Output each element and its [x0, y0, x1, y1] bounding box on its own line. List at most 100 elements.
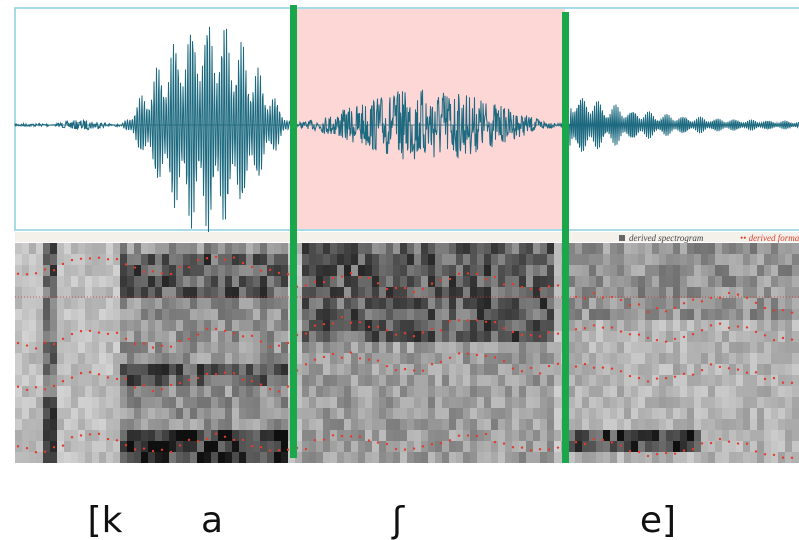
spectrogram-cell: [659, 309, 667, 321]
spectrogram-cell: [120, 342, 128, 354]
spectrogram-cell: [337, 408, 345, 420]
spectrogram-cell: [211, 397, 219, 409]
spectrogram-cell: [323, 254, 331, 266]
formant-dot: [160, 388, 164, 391]
spectrogram-cell: [736, 430, 744, 442]
formant-dot: [124, 337, 128, 341]
spectrogram-cell: [463, 375, 471, 387]
formant-dot: [205, 327, 209, 330]
spectrogram-cell: [778, 430, 786, 442]
formant-dot: [214, 327, 218, 331]
spectrogram-cell: [652, 243, 660, 255]
spectrogram-cell: [505, 419, 513, 431]
spectrogram-cell: [568, 441, 576, 453]
spectrogram-cell: [554, 452, 562, 463]
spectrogram-cell: [736, 364, 744, 376]
spectrogram-cell: [197, 287, 205, 299]
spectrogram-cell: [589, 320, 597, 332]
spectrogram-cell: [169, 408, 177, 420]
spectrogram-cell: [778, 364, 786, 376]
spectrogram-cell: [785, 375, 793, 387]
spectrogram-cell: [330, 331, 338, 343]
spectrogram-cell: [309, 320, 317, 332]
spectrogram-cell: [344, 298, 352, 310]
spectrogram-cell: [477, 441, 485, 453]
formant-dot: [376, 325, 380, 328]
spectrogram-cell: [15, 430, 23, 442]
spectrogram-cell: [694, 375, 702, 387]
spectrogram-cell: [64, 430, 72, 442]
spectrogram-cell: [624, 287, 632, 299]
spectrogram-cell: [659, 353, 667, 365]
spectrogram-cell: [421, 342, 429, 354]
spectrogram-cell: [85, 276, 93, 288]
spectrogram-cell: [120, 276, 128, 288]
spectrogram-cell: [645, 441, 653, 453]
spectrogram-cell: [617, 243, 625, 255]
spectrogram-cell: [470, 430, 478, 442]
spectrogram-cell: [589, 342, 597, 354]
spectrogram-cell: [351, 397, 359, 409]
formant-dot: [790, 456, 794, 460]
spectrogram-cell: [659, 408, 667, 420]
formant-dot: [619, 444, 623, 447]
spectrogram-cell: [736, 243, 744, 255]
spectrogram-cell: [386, 375, 394, 387]
spectrogram-cell: [582, 243, 590, 255]
spectrogram-cell: [309, 397, 317, 409]
spectrogram-cell: [687, 265, 695, 277]
formant-dot: [511, 446, 515, 449]
spectrogram-cell: [309, 364, 317, 376]
spectrogram-cell: [113, 342, 121, 354]
spectrogram-cell: [43, 254, 51, 266]
spectrogram-cell: [176, 441, 184, 453]
spectrogram-cell: [232, 287, 240, 299]
spectrogram-cell: [197, 441, 205, 453]
spectrogram-cell: [232, 408, 240, 420]
spectrogram-cell: [379, 243, 387, 255]
spectrogram-cell: [92, 342, 100, 354]
spectrogram-cell: [211, 287, 219, 299]
spectrogram-cell: [169, 287, 177, 299]
spectrogram-cell: [113, 375, 121, 387]
formant-dot: [547, 285, 551, 288]
spectrogram-cell: [554, 386, 562, 398]
spectrogram-cell: [645, 331, 653, 343]
spectrogram-cell: [596, 309, 604, 321]
spectrogram-cell: [232, 364, 240, 376]
spectrogram-cell: [498, 364, 506, 376]
spectrogram-cell: [512, 386, 520, 398]
spectrogram-cell: [127, 243, 135, 255]
formant-dot: [628, 449, 632, 453]
spectrogram-cell: [792, 386, 799, 398]
spectrogram-cell: [78, 331, 86, 343]
formant-dot: [601, 366, 605, 369]
spectrogram-cell: [757, 342, 765, 354]
spectrogram-cell: [337, 397, 345, 409]
spectrogram-cell: [50, 254, 58, 266]
spectrogram-cell: [358, 320, 366, 332]
formant-dot: [727, 291, 731, 295]
spectrogram-cell: [715, 452, 723, 463]
spectrogram-cell: [512, 265, 520, 277]
formant-dot: [691, 333, 695, 336]
formant-dot: [466, 272, 470, 275]
spectrogram-cell: [337, 331, 345, 343]
spectrogram-cell: [141, 452, 149, 463]
spectrogram-cell: [519, 276, 527, 288]
spectrogram-cell: [659, 419, 667, 431]
spectrogram-cell: [694, 320, 702, 332]
formant-dot: [700, 300, 704, 303]
spectrogram-cell: [631, 342, 639, 354]
spectrogram-cell: [722, 342, 730, 354]
spectrogram-cell: [582, 265, 590, 277]
spectrogram-cell: [323, 265, 331, 277]
spectrogram-cell: [484, 309, 492, 321]
spectrogram-cell: [302, 452, 310, 463]
spectrogram-cell: [764, 309, 772, 321]
formant-dot: [421, 445, 425, 448]
spectrogram-cell: [470, 331, 478, 343]
spectrogram-cell: [22, 320, 30, 332]
formant-dot: [124, 263, 128, 266]
spectrogram-cell: [757, 309, 765, 321]
